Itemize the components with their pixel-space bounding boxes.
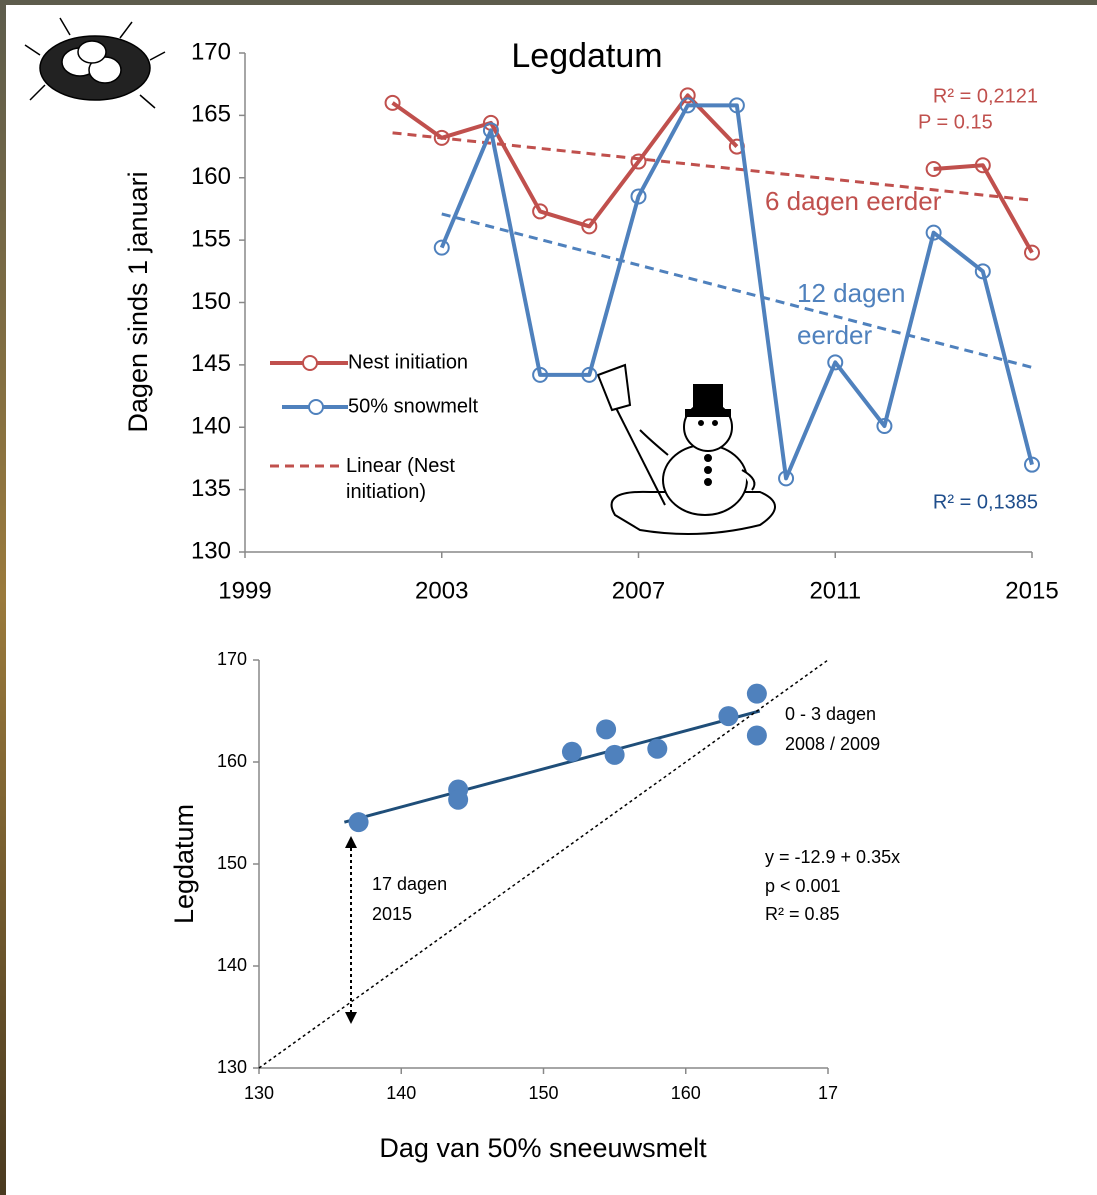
- x-tick-label: 150: [528, 1083, 558, 1103]
- y-tick-label: 160: [217, 751, 247, 771]
- annotation: R² = 0,2121: [933, 85, 1038, 107]
- y-axis-title: Legdatum: [169, 804, 199, 924]
- marker: [630, 188, 647, 205]
- point: [596, 719, 617, 740]
- series-line: [391, 93, 1034, 254]
- marker: [974, 157, 991, 174]
- legend-item: Linear (Nest initiation): [346, 455, 455, 503]
- annotation: 6 dagen eerder: [765, 186, 942, 216]
- annotation: P = 0.15: [918, 111, 993, 133]
- marker: [827, 354, 844, 371]
- annotation: eerder: [797, 320, 872, 350]
- point: [746, 683, 767, 704]
- x-tick-label: 140: [386, 1083, 416, 1103]
- marker: [925, 161, 942, 178]
- nest-drawing: [24, 17, 166, 109]
- legend-label: 50% snowmelt: [348, 395, 479, 417]
- point: [647, 738, 668, 759]
- x-tick-label: 1999: [218, 577, 271, 604]
- x-tick-label: 2007: [612, 577, 665, 604]
- marker: [433, 239, 450, 256]
- y-tick-label: 170: [191, 38, 231, 65]
- annotation: 12 dagen: [797, 278, 905, 308]
- legend-marker: [302, 355, 318, 371]
- marker: [532, 203, 549, 220]
- point: [561, 741, 582, 762]
- x-tick-label: 17: [818, 1083, 838, 1103]
- marker: [925, 224, 942, 241]
- annotation: R² = 0,1385: [933, 491, 1038, 513]
- legend-label: Linear (Nest initiation): [346, 455, 455, 503]
- y-tick-label: 160: [191, 163, 231, 190]
- y-axis-title: Dagen sinds 1 januari: [123, 171, 153, 432]
- marker: [728, 97, 745, 114]
- x-tick-label: 2015: [1005, 577, 1058, 604]
- marker: [433, 129, 450, 146]
- y-tick-label: 145: [191, 350, 231, 377]
- marker: [876, 418, 893, 435]
- annotation: y = -12.9 + 0.35x: [765, 847, 900, 867]
- marker: [384, 94, 401, 111]
- legend-label: Nest initiation: [348, 351, 468, 373]
- y-tick-label: 140: [217, 955, 247, 975]
- marker: [679, 97, 696, 114]
- x-tick-label: 130: [244, 1083, 274, 1103]
- marker: [482, 122, 499, 139]
- marker: [778, 470, 795, 487]
- legend-marker: [308, 399, 324, 415]
- y-tick-label: 155: [191, 225, 231, 252]
- x-tick-label: 160: [671, 1083, 701, 1103]
- annotation: 2015: [372, 904, 412, 924]
- point: [746, 725, 767, 746]
- marker: [1024, 244, 1040, 261]
- marker: [630, 153, 647, 170]
- annotation: 2008 / 2009: [785, 734, 880, 754]
- x-tick-label: 2011: [809, 577, 861, 604]
- panel: [6, 5, 1097, 1195]
- annotation: 0 - 3 dagen: [785, 704, 876, 724]
- point: [348, 812, 369, 833]
- marker: [581, 218, 598, 235]
- marker: [532, 366, 549, 383]
- snowman-drawing: [596, 363, 776, 535]
- point: [604, 744, 625, 765]
- y-tick-label: 150: [191, 288, 231, 315]
- point: [448, 789, 469, 810]
- marker: [679, 87, 696, 104]
- trend-line: [441, 212, 1033, 369]
- marker: [581, 366, 598, 383]
- y-tick-label: 140: [191, 413, 231, 440]
- annotation: 17 dagen: [372, 874, 447, 894]
- y-tick-label: 135: [191, 475, 231, 502]
- y-tick-label: 130: [217, 1057, 247, 1077]
- annotation: R² = 0.85: [765, 904, 840, 924]
- x-axis-title: Dag van 50% sneeuwsmelt: [379, 1133, 707, 1163]
- series-line: [439, 103, 1034, 481]
- y-tick-label: 165: [191, 101, 231, 128]
- trend-line: [392, 131, 1033, 202]
- y-tick-label: 150: [217, 853, 247, 873]
- marker: [1024, 456, 1040, 473]
- trend-line: [258, 659, 829, 1069]
- x-tick-label: 2003: [415, 577, 468, 604]
- trend-line: [343, 709, 761, 824]
- chart-title: Legdatum: [511, 37, 662, 75]
- annotation: p < 0.001: [765, 876, 841, 896]
- y-tick-label: 170: [217, 649, 247, 669]
- marker: [974, 263, 991, 280]
- y-tick-label: 130: [191, 537, 231, 564]
- point: [718, 706, 739, 727]
